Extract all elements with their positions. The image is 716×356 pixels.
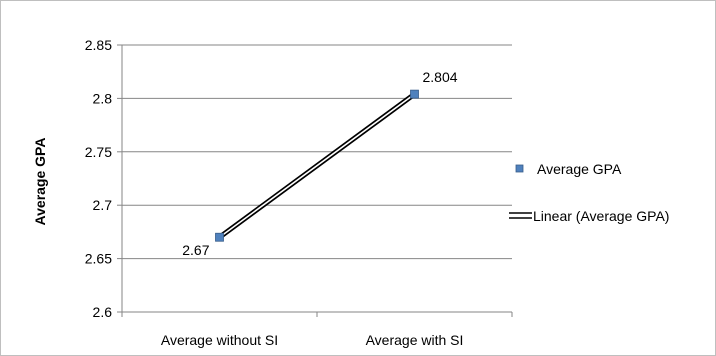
data-label: 2.804	[423, 69, 458, 85]
y-tick-label: 2.7	[93, 197, 113, 213]
x-tick-label: Average without SI	[161, 332, 278, 348]
legend: Average GPA Linear (Average GPA)	[509, 161, 669, 224]
x-tick-labels: Average without SI Average with SI	[121, 312, 513, 348]
data-point	[215, 232, 224, 242]
y-tick-label: 2.65	[85, 251, 112, 267]
data-points	[215, 89, 419, 242]
trendline	[218, 92, 416, 240]
legend-label-trendline: Linear (Average GPA)	[533, 208, 669, 224]
y-tick-label: 2.75	[85, 144, 112, 160]
data-label: 2.67	[182, 242, 209, 258]
y-axis-title: Average GPA	[32, 138, 48, 226]
y-tick-label: 2.6	[93, 304, 113, 320]
y-tick-label: 2.8	[93, 90, 113, 106]
y-tick-labels: 2.6 2.65 2.7 2.75 2.8 2.85	[85, 37, 112, 320]
x-tick-label: Average with SI	[366, 332, 464, 348]
trendline-inner	[219, 93, 415, 238]
data-labels: 2.67 2.804	[182, 69, 457, 258]
data-point	[410, 89, 419, 99]
legend-marker-average-gpa	[515, 164, 524, 173]
legend-label-average-gpa: Average GPA	[537, 161, 622, 177]
y-tick-label: 2.85	[85, 37, 112, 53]
